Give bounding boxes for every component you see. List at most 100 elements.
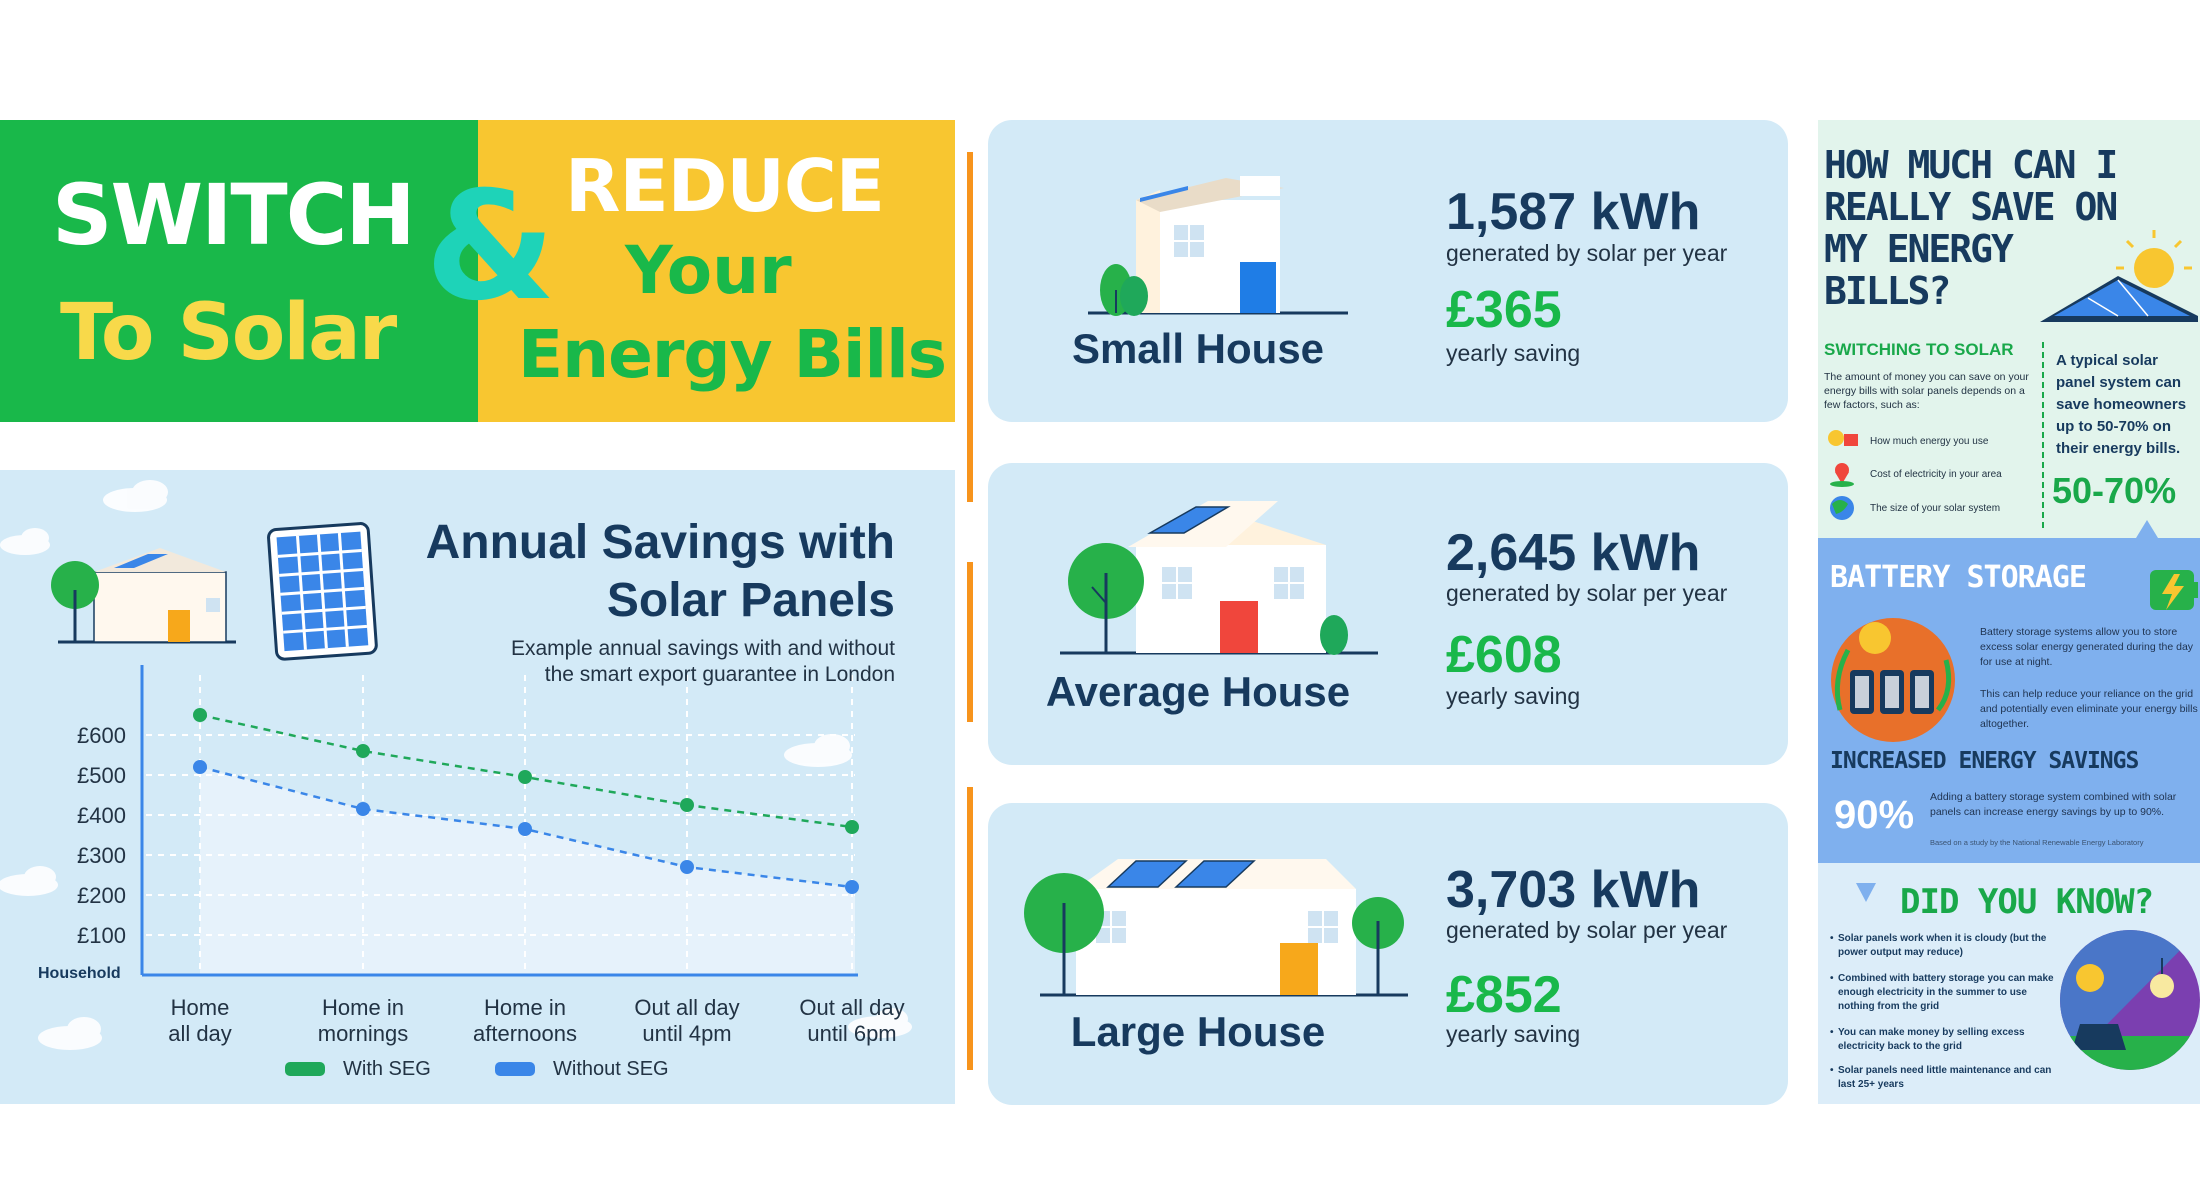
annual-savings-panel: £600 £500 £400 £300 £200 £100 Household Home all… — [0, 470, 955, 1104]
saving-value: £852 — [1446, 966, 1562, 1024]
savings-question-heading: HOW MUCH CAN I REALLY SAVE ON MY ENERGY … — [1824, 143, 2118, 313]
switching-body: The amount of money you can save on your… — [1824, 371, 2029, 411]
data-point — [680, 798, 694, 812]
chart-area-fill — [200, 767, 855, 975]
x-tick-label: until 6pm — [807, 1021, 896, 1046]
x-tick-label: Home — [171, 995, 230, 1020]
y-tick-label: £100 — [77, 923, 126, 948]
data-point — [845, 880, 859, 894]
study-note: Based on a study by the National Renewab… — [1930, 838, 2144, 847]
legend-label: Without SEG — [553, 1058, 669, 1080]
y-tick-label: £600 — [77, 723, 126, 748]
kwh-value: 1,587 kWh — [1446, 183, 1701, 241]
header-banner: SWITCH To Solar & REDUCE Your Energy Bil… — [0, 120, 955, 422]
battery-storage-heading: BATTERY STORAGE — [1830, 560, 2087, 595]
large-house-card: Large House 3,703 kWh generated by solar… — [988, 803, 1788, 1105]
kwh-value: 3,703 kWh — [1446, 861, 1701, 919]
chart-title-line2: Solar Panels — [606, 574, 895, 627]
globe-icon — [1830, 496, 1854, 520]
x-tick-label: Home in — [322, 995, 404, 1020]
factor-item: Cost of electricity in your area — [1870, 469, 2002, 480]
day-night-solar-icon — [2060, 930, 2200, 1070]
plot-area: £600 £500 £400 £300 £200 £100 Household Homeall… — [38, 665, 905, 1080]
savings-chart: £600 £500 £400 £300 £200 £100 Household Homeall… — [0, 480, 912, 1080]
how-much-section — [1818, 120, 2200, 538]
typical-savings-text: A typical solar panel system can save ho… — [2056, 352, 2187, 457]
data-point — [518, 770, 532, 784]
fact-item: Solar panels need little maintenance and… — [1830, 1064, 2058, 1092]
data-point — [193, 708, 207, 722]
chart-title-line1: Annual Savings with — [425, 516, 895, 569]
saving-value: £608 — [1446, 626, 1562, 684]
large-house-icon — [1024, 859, 1408, 997]
y-tick-label: £300 — [77, 843, 126, 868]
switching-heading: SWITCHING TO SOLAR — [1824, 340, 2014, 359]
banner-energy-bills: Energy Bills — [518, 316, 947, 393]
savings-percentage: 50-70% — [2052, 470, 2177, 511]
kwh-label: generated by solar per year — [1446, 240, 1728, 266]
orange-divider — [967, 152, 973, 502]
cloud-icon — [38, 1017, 102, 1050]
x-tick-label: Home in — [484, 995, 566, 1020]
saving-label: yearly saving — [1446, 1021, 1581, 1047]
x-tick-label: Out all day — [799, 995, 904, 1020]
chart-subtitle: Example annual savings with and without … — [375, 636, 895, 688]
lightbulb-house-icon — [1828, 430, 1858, 446]
banner-yellow-block — [478, 120, 955, 422]
x-axis-label: Household — [38, 965, 121, 982]
banner-to-solar: To Solar — [60, 288, 397, 378]
fact-item: Solar panels work when it is cloudy (but… — [1830, 932, 2058, 960]
saving-value: £365 — [1446, 281, 1562, 339]
data-point — [680, 860, 694, 874]
cloud-icon — [0, 528, 50, 555]
x-tick-label: afternoons — [473, 1021, 577, 1046]
house-name: Small House — [1071, 325, 1325, 372]
house-name: Large House — [1070, 1008, 1326, 1055]
battery-body-2: This can help reduce your reliance on th… — [1980, 688, 2198, 730]
x-tick-label: mornings — [318, 1021, 408, 1046]
data-point — [356, 802, 370, 816]
banner-green-block — [0, 120, 478, 422]
chart-subtitle-line2: the smart export guarantee in London — [544, 663, 895, 686]
fact-item: You can make money by selling excess ele… — [1830, 1026, 2058, 1054]
kwh-label: generated by solar per year — [1446, 580, 1728, 606]
orange-divider — [967, 562, 973, 722]
banner-ampersand: & — [425, 160, 556, 334]
fact-item: Combined with battery storage you can ma… — [1830, 972, 2058, 1014]
data-point — [193, 760, 207, 774]
solar-roof-icon — [2040, 276, 2198, 322]
x-tick-label: all day — [168, 1021, 232, 1046]
right-column-graphics — [1828, 230, 2200, 1070]
location-pin-icon — [1830, 463, 1854, 487]
kwh-value: 2,645 kWh — [1446, 524, 1701, 582]
data-point — [518, 822, 532, 836]
y-tick-label: £500 — [77, 763, 126, 788]
cloud-icon — [784, 734, 852, 767]
increased-savings-percentage: 90% — [1834, 793, 1915, 837]
house-with-tree-icon — [51, 548, 236, 644]
small-house-card: Small House 1,587 kWh generated by solar… — [988, 120, 1788, 422]
did-you-know-heading: DID YOU KNOW? — [1900, 882, 2154, 922]
chart-subtitle-line1: Example annual savings with and without — [510, 637, 895, 660]
saving-label: yearly saving — [1446, 683, 1581, 709]
increased-savings-heading: INCREASED ENERGY SAVINGS — [1830, 748, 2139, 774]
solar-panel-icon — [267, 522, 378, 661]
cloud-icon — [848, 1008, 912, 1038]
cloud-icon — [103, 480, 168, 512]
data-point — [356, 744, 370, 758]
increased-savings-body: Adding a battery storage system combined… — [1930, 791, 2177, 818]
banner-your: Your — [625, 232, 792, 309]
orange-divider — [967, 787, 973, 1070]
saving-label: yearly saving — [1446, 340, 1581, 366]
chart-title: Annual Savings with Solar Panels — [426, 514, 895, 630]
x-tick-label: Out all day — [634, 995, 739, 1020]
legend-swatch — [495, 1062, 535, 1076]
callout-pointer — [1856, 883, 1876, 902]
data-point — [845, 820, 859, 834]
savings-infographic-column: HOW MUCH CAN I REALLY SAVE ON MY ENERGY … — [1818, 120, 2200, 1104]
banner-switch: SWITCH — [52, 166, 416, 264]
legend-label: With SEG — [343, 1058, 431, 1080]
small-house-icon — [1088, 176, 1348, 316]
dashed-divider — [2042, 342, 2044, 528]
battery-body: Battery storage systems allow you to sto… — [1980, 626, 2194, 668]
